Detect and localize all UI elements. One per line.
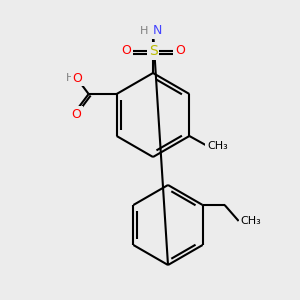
Text: S: S — [148, 44, 158, 58]
Text: O: O — [73, 71, 82, 85]
Text: O: O — [175, 44, 185, 58]
Text: N: N — [152, 25, 162, 38]
Text: H: H — [140, 26, 148, 36]
Text: O: O — [121, 44, 131, 58]
Text: H: H — [65, 73, 74, 83]
Text: CH₃: CH₃ — [240, 216, 261, 226]
Text: CH₃: CH₃ — [207, 141, 228, 151]
Text: O: O — [72, 107, 82, 121]
